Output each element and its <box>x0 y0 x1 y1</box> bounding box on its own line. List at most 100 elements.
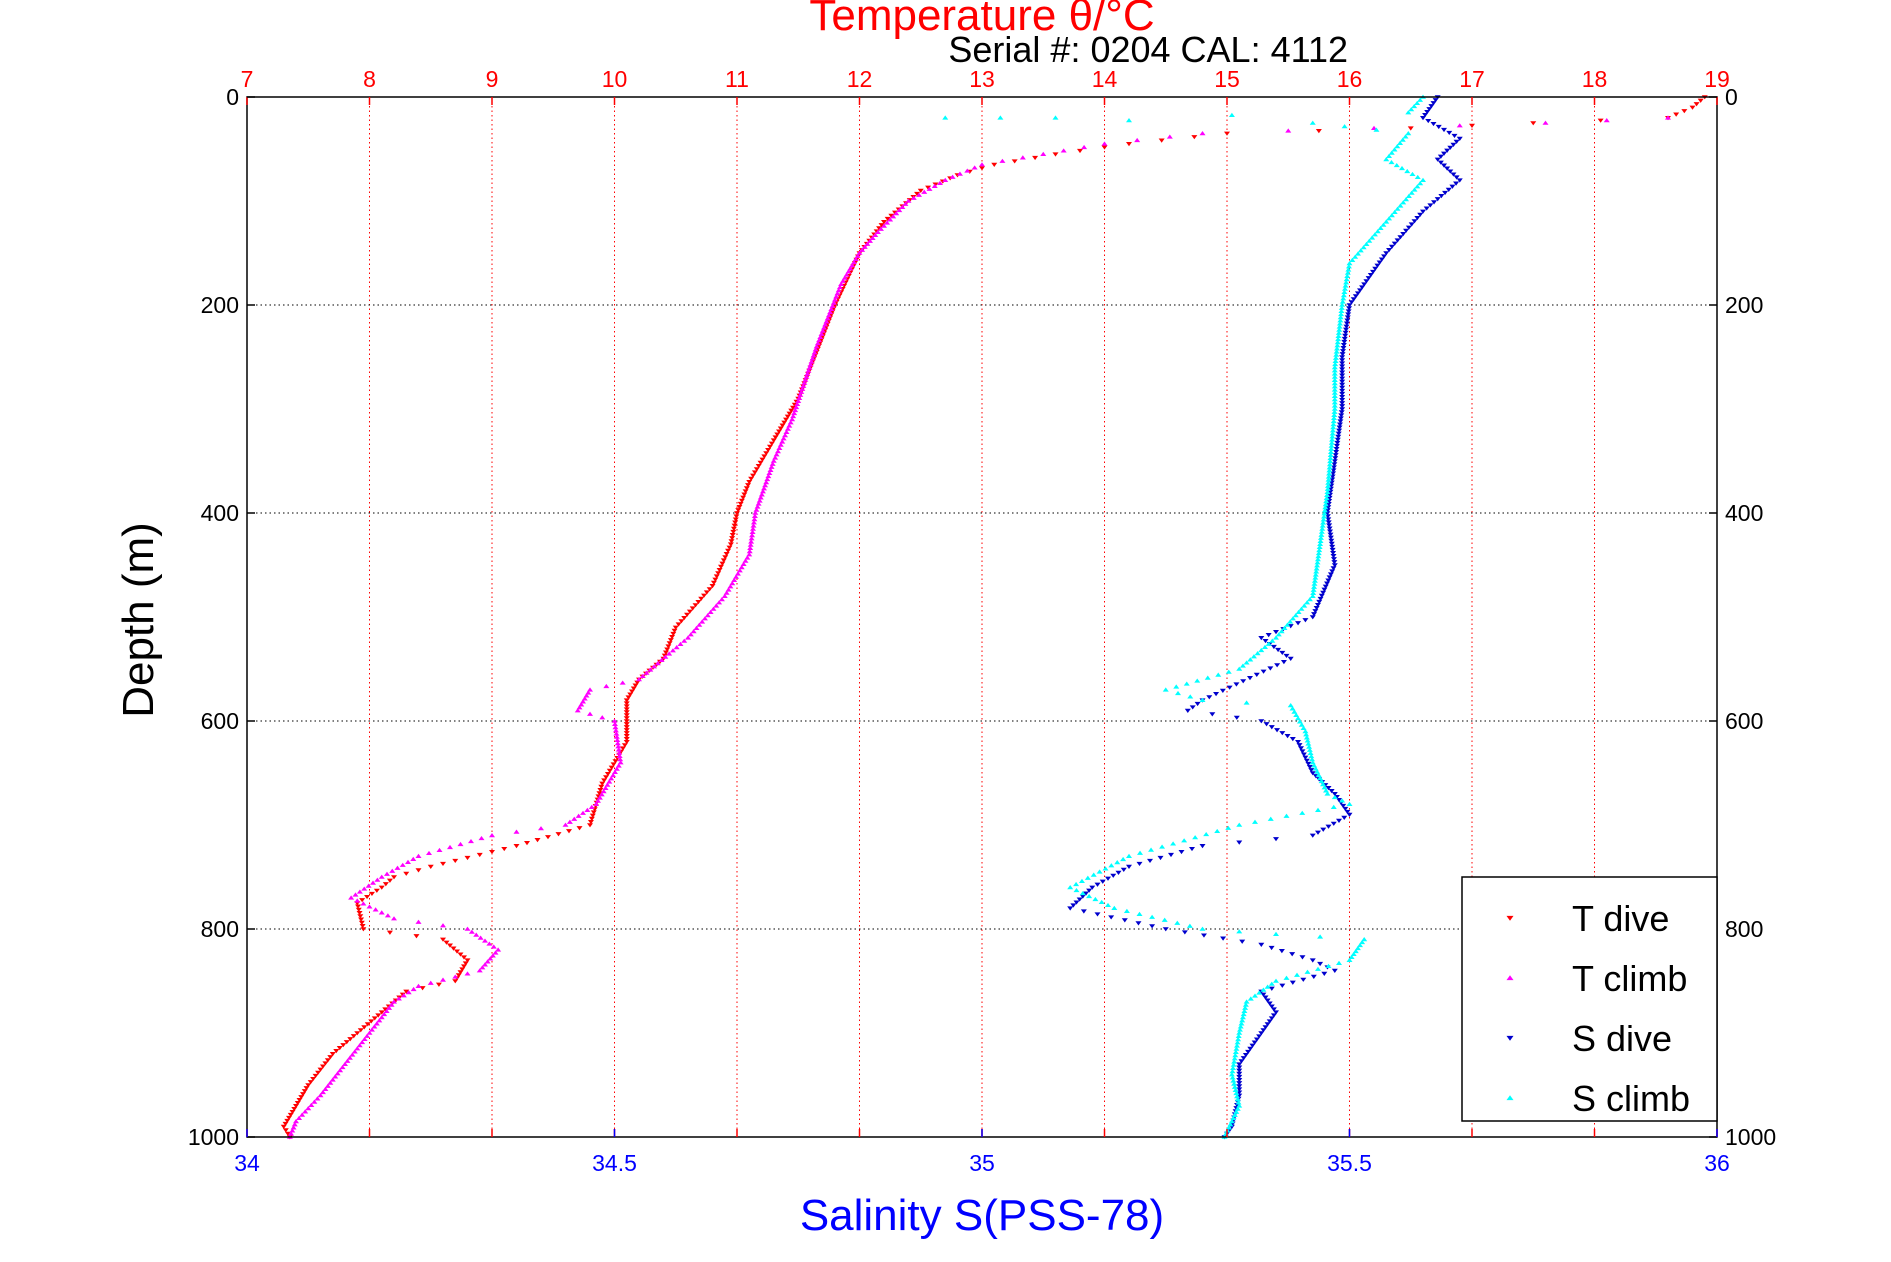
data-point <box>405 990 412 995</box>
data-point <box>361 886 368 891</box>
data-point <box>1311 612 1318 617</box>
data-point <box>742 489 749 494</box>
data-point <box>464 958 471 963</box>
data-point <box>755 501 762 506</box>
data-point <box>1361 282 1368 287</box>
data-point <box>1231 1112 1238 1117</box>
data-point <box>619 746 626 751</box>
data-point <box>1219 688 1226 693</box>
data-point <box>370 880 376 885</box>
data-point <box>322 1061 329 1066</box>
legend-label: T dive <box>1572 898 1669 939</box>
data-point <box>597 788 604 793</box>
data-point <box>329 1077 336 1082</box>
data-point <box>452 979 459 984</box>
data-point <box>825 313 832 318</box>
data-point <box>1359 285 1366 290</box>
data-point <box>776 429 782 434</box>
data-point <box>827 309 834 315</box>
data-point <box>1339 352 1346 357</box>
data-point <box>772 455 779 460</box>
data-point <box>762 483 769 488</box>
data-point <box>1306 747 1313 752</box>
data-point <box>734 511 740 516</box>
data-point <box>1333 349 1340 354</box>
depth-tick-label-left: 400 <box>201 500 239 526</box>
data-point <box>720 558 727 563</box>
data-point <box>1262 995 1269 1000</box>
data-point <box>1305 741 1312 746</box>
data-point <box>459 967 466 972</box>
data-point <box>803 374 810 379</box>
data-point <box>1331 365 1338 370</box>
data-point <box>296 1115 303 1120</box>
data-point <box>1251 1040 1258 1045</box>
data-point <box>768 441 775 446</box>
data-point <box>476 968 483 973</box>
data-point <box>1597 118 1604 123</box>
data-point <box>619 680 626 685</box>
data-point <box>371 1016 378 1021</box>
temperature-tick-label: 12 <box>847 66 873 92</box>
data-point <box>1121 918 1128 923</box>
data-point <box>1318 529 1325 534</box>
data-point <box>709 584 716 589</box>
data-point <box>750 473 757 478</box>
data-point <box>366 1030 373 1035</box>
data-point <box>1331 459 1338 464</box>
data-point <box>1115 870 1122 875</box>
data-point <box>1411 219 1418 224</box>
data-point <box>384 871 390 876</box>
data-point <box>1363 279 1370 284</box>
data-point <box>834 291 841 296</box>
data-point <box>293 1104 299 1109</box>
data-point <box>1325 578 1332 583</box>
data-point <box>1366 238 1373 243</box>
data-point <box>636 677 642 682</box>
data-point <box>763 451 770 456</box>
data-point <box>1336 425 1343 430</box>
data-point <box>364 1022 371 1027</box>
data-point <box>1326 523 1333 528</box>
data-point <box>1089 885 1096 890</box>
data-point <box>1445 187 1452 192</box>
data-point <box>835 288 842 293</box>
data-point <box>1301 603 1308 608</box>
data-point <box>750 526 757 531</box>
data-point <box>1235 1033 1242 1038</box>
data-point <box>1377 225 1384 230</box>
data-point <box>389 868 396 873</box>
data-point <box>751 517 758 522</box>
data-point <box>1383 219 1390 224</box>
data-point <box>654 661 661 666</box>
data-point <box>1405 131 1412 136</box>
data-point <box>759 457 766 462</box>
data-point <box>333 1049 340 1054</box>
data-point <box>1331 412 1338 417</box>
data-point <box>737 501 744 507</box>
data-point <box>757 495 764 500</box>
data-point <box>1236 1027 1243 1032</box>
temperature-tick-label: 19 <box>1704 66 1730 92</box>
data-point <box>1303 758 1310 763</box>
salinity-tick-label: 35 <box>969 1150 995 1176</box>
data-point <box>1126 853 1132 858</box>
data-point <box>386 930 393 935</box>
data-point <box>1386 248 1393 253</box>
data-point <box>1238 1059 1245 1064</box>
data-point <box>1314 557 1321 562</box>
data-point <box>1320 514 1327 519</box>
data-point <box>1365 276 1372 281</box>
data-point <box>1450 172 1457 177</box>
data-point <box>704 613 711 618</box>
data-point <box>789 417 796 422</box>
data-point <box>482 962 488 967</box>
data-point <box>464 971 471 976</box>
data-point <box>600 789 607 794</box>
data-point <box>440 861 446 867</box>
data-point <box>1269 638 1276 643</box>
data-point <box>1239 663 1246 668</box>
legend-box <box>1461 876 1718 1122</box>
data-point <box>1348 300 1355 305</box>
temperature-tick-label: 17 <box>1459 66 1485 92</box>
